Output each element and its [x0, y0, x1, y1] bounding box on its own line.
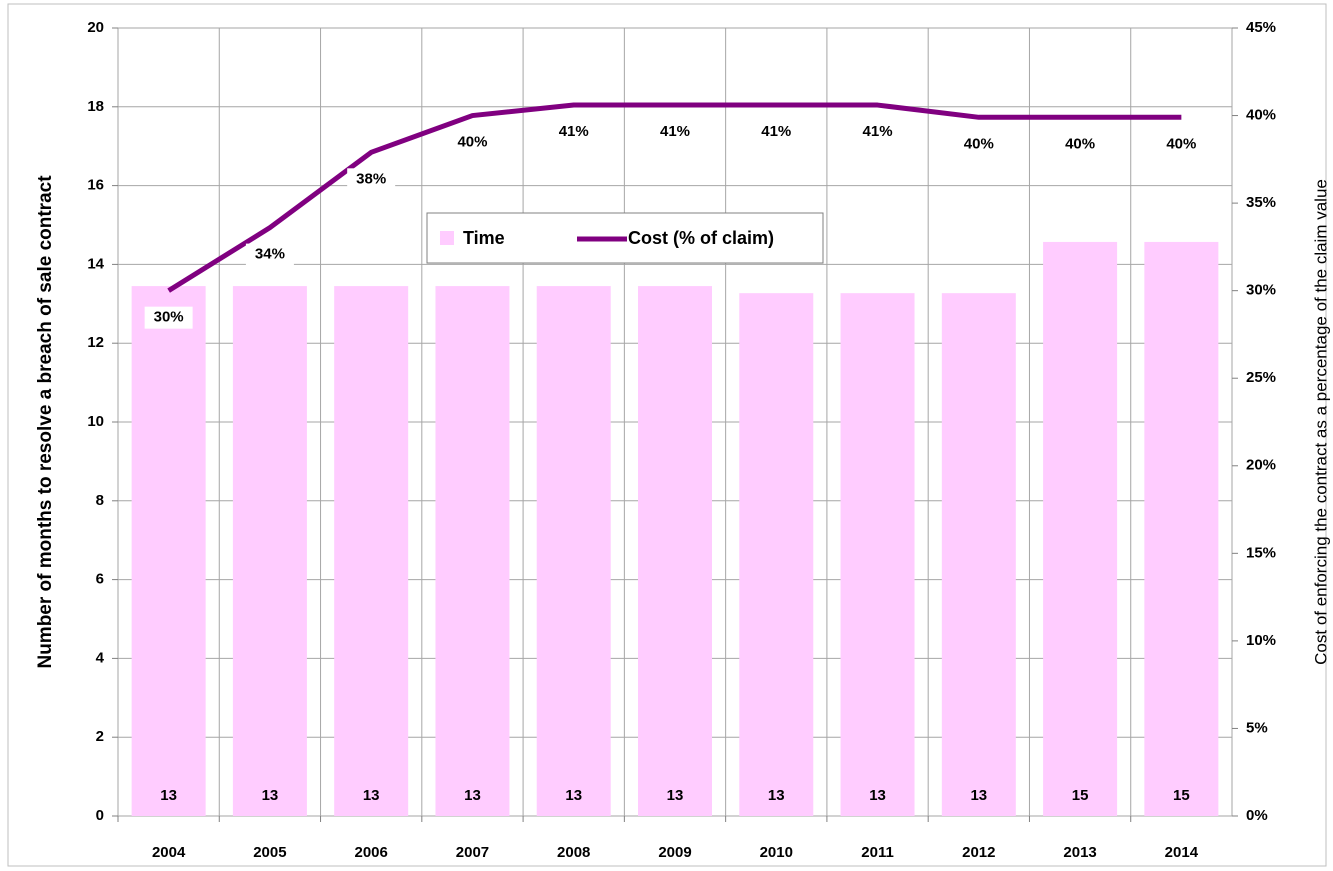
bar-value-label: 13	[464, 787, 481, 804]
y2-tick-label: 10%	[1246, 632, 1276, 649]
line-value-label: 41%	[559, 123, 589, 140]
line-value-label: 30%	[154, 309, 184, 326]
line-label-bg	[347, 168, 396, 191]
legend-label: Cost (% of claim)	[628, 228, 774, 248]
line-label-bg	[954, 133, 1003, 156]
y-tick-label: 2	[96, 728, 104, 745]
bar-value-label: 13	[262, 787, 279, 804]
y-tick-label: 4	[96, 649, 105, 666]
line-label-bg	[448, 131, 497, 154]
line-value-label: 40%	[964, 135, 994, 152]
bar	[334, 286, 409, 816]
y-axis-title: Number of months to resolve a breach of …	[35, 175, 56, 669]
line-label-bg	[549, 121, 598, 144]
legend-swatch	[440, 231, 454, 245]
line-value-label: 38%	[356, 170, 386, 187]
x-tick-label: 2005	[253, 844, 286, 861]
x-tick-label: 2008	[557, 844, 590, 861]
bar	[232, 286, 307, 816]
line-label-bg	[245, 243, 294, 266]
line-value-label: 41%	[660, 123, 690, 140]
y2-tick-label: 5%	[1246, 719, 1268, 736]
x-tick-label: 2012	[962, 844, 995, 861]
bar	[941, 293, 1016, 816]
bar-value-label: 13	[565, 787, 582, 804]
bar-value-label: 13	[768, 787, 785, 804]
line-value-label: 40%	[1065, 135, 1095, 152]
bar	[1144, 241, 1219, 816]
y2-axis-title: Cost of enforcing the contract as a perc…	[1311, 179, 1330, 665]
bar	[840, 293, 915, 816]
line-label-bg	[853, 121, 902, 144]
y-tick-label: 6	[96, 571, 104, 588]
bar-value-label: 13	[667, 787, 684, 804]
line-value-label: 41%	[761, 123, 791, 140]
bar-value-label: 15	[1173, 787, 1190, 804]
cost-line	[167, 102, 1182, 293]
bar-value-label: 13	[869, 787, 886, 804]
bar	[1043, 241, 1118, 816]
line-value-label: 40%	[1166, 135, 1196, 152]
bar	[536, 286, 611, 816]
line-value-label: 41%	[863, 123, 893, 140]
y2-tick-label: 15%	[1246, 544, 1276, 561]
x-tick-label: 2009	[658, 844, 691, 861]
x-tick-label: 2010	[760, 844, 793, 861]
y2-tick-label: 25%	[1246, 369, 1276, 386]
bar-value-label: 15	[1072, 787, 1089, 804]
x-tick-label: 2007	[456, 844, 489, 861]
y2-tick-label: 45%	[1246, 19, 1276, 36]
bar-value-label: 13	[970, 787, 987, 804]
x-tick-label: 2006	[354, 844, 387, 861]
x-tick-label: 2014	[1165, 844, 1199, 861]
line-value-label: 40%	[457, 134, 487, 151]
bar	[131, 286, 206, 816]
x-tick-label: 2011	[861, 844, 894, 861]
y-tick-label: 18	[87, 98, 104, 115]
bar-value-label: 13	[363, 787, 380, 804]
y-tick-label: 8	[96, 492, 104, 509]
y-tick-label: 0	[96, 807, 104, 824]
y-tick-label: 10	[87, 413, 104, 430]
y-tick-label: 14	[87, 255, 104, 272]
bar	[739, 293, 814, 816]
y2-tick-label: 0%	[1246, 807, 1268, 824]
y2-tick-label: 40%	[1246, 107, 1276, 124]
line-label-bg	[144, 306, 193, 329]
bar	[435, 286, 510, 816]
bar	[638, 286, 712, 816]
line-label-bg	[651, 121, 699, 144]
legend-label: Time	[463, 228, 505, 248]
line-label-bg	[752, 121, 801, 144]
line-value-label: 34%	[255, 246, 285, 263]
x-tick-label: 2013	[1063, 844, 1096, 861]
bar-value-label: 13	[160, 787, 177, 804]
y-tick-label: 16	[87, 177, 104, 194]
line-label-bg	[1056, 133, 1105, 156]
y2-tick-label: 30%	[1246, 282, 1276, 299]
y-tick-label: 12	[87, 334, 104, 351]
x-tick-label: 2004	[152, 844, 186, 861]
line-label-bg	[1157, 133, 1206, 156]
y-tick-label: 20	[87, 19, 104, 36]
y2-tick-label: 20%	[1246, 457, 1276, 474]
y2-tick-label: 35%	[1246, 194, 1276, 211]
